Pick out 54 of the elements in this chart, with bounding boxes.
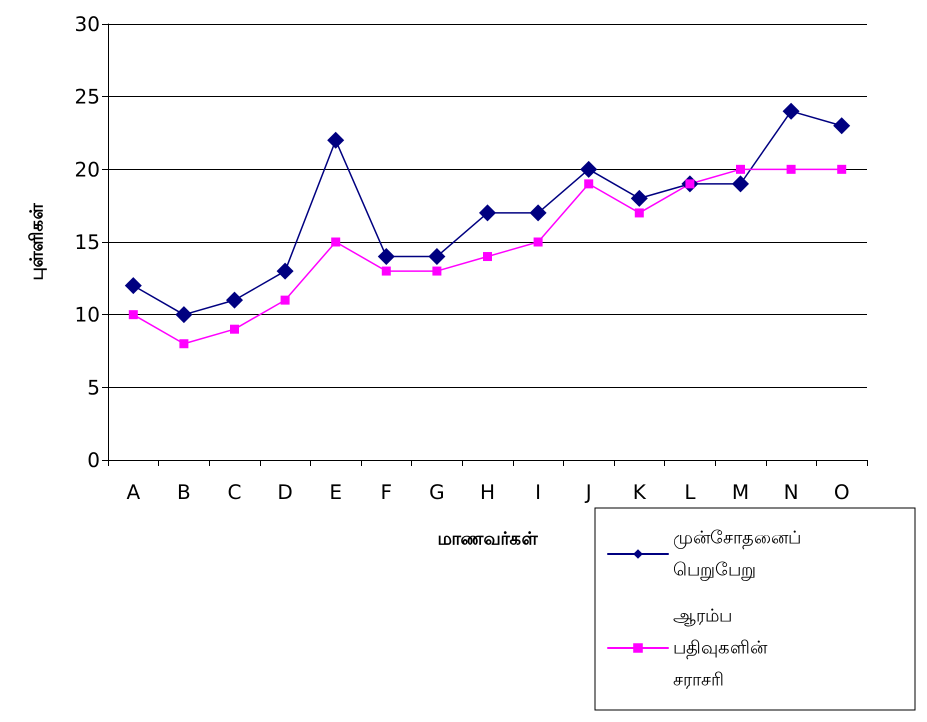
point (327, 132, 344, 149)
x-tick-label: F (380, 480, 392, 504)
point (483, 252, 492, 262)
y-tick-label: 0 (87, 448, 100, 472)
point (179, 339, 188, 348)
x-tick-label: B (177, 480, 191, 504)
x-tick-label: H (480, 480, 496, 504)
y-tick-label: 25 (74, 84, 100, 109)
point (634, 208, 644, 218)
legend-label: முன்சோதனைப் பெறுபேறு (673, 528, 807, 580)
point (837, 164, 846, 174)
y-tick-label: 10 (74, 302, 100, 327)
x-tick-label: O (834, 480, 850, 504)
x-tick-label: A (126, 480, 140, 504)
point (382, 266, 391, 276)
x-tick-label: L (684, 480, 696, 504)
point (833, 117, 850, 134)
x-tick-label: G (429, 480, 445, 504)
x-tick-label: N (784, 480, 799, 504)
point (428, 248, 446, 266)
point (786, 164, 796, 174)
point (124, 277, 142, 294)
point (534, 238, 543, 246)
point (280, 296, 290, 305)
x-tick-label: C (228, 480, 242, 504)
y-tick-label: 30 (74, 12, 100, 36)
x-axis-title: மாணவர்கள் (438, 528, 538, 550)
point (630, 190, 648, 207)
x-tick-label: M (732, 480, 750, 504)
point (226, 292, 243, 309)
point (230, 324, 239, 334)
point (378, 248, 395, 266)
y-axis-title: புள்ளிகள் (26, 202, 48, 280)
x-tick-label: I (535, 480, 542, 504)
x-tick-label: K (632, 480, 647, 504)
x-tick-label: D (277, 480, 293, 504)
legend-label: ஆரம்ப பதிவுகளின் சராசரி (673, 606, 773, 690)
point (782, 102, 800, 120)
point (331, 238, 340, 246)
x-tick-label: E (329, 480, 342, 504)
point (584, 179, 594, 188)
point (276, 262, 294, 280)
point (732, 175, 749, 192)
point (580, 160, 598, 178)
point (530, 204, 547, 222)
point (479, 204, 496, 222)
y-tick-label: 20 (74, 157, 100, 182)
x-tick-label: J (584, 480, 592, 504)
y-tick-label: 15 (74, 230, 100, 254)
point (175, 306, 192, 324)
y-tick-label: 5 (87, 375, 100, 400)
point (736, 164, 745, 174)
point (128, 310, 138, 320)
point (432, 266, 442, 276)
